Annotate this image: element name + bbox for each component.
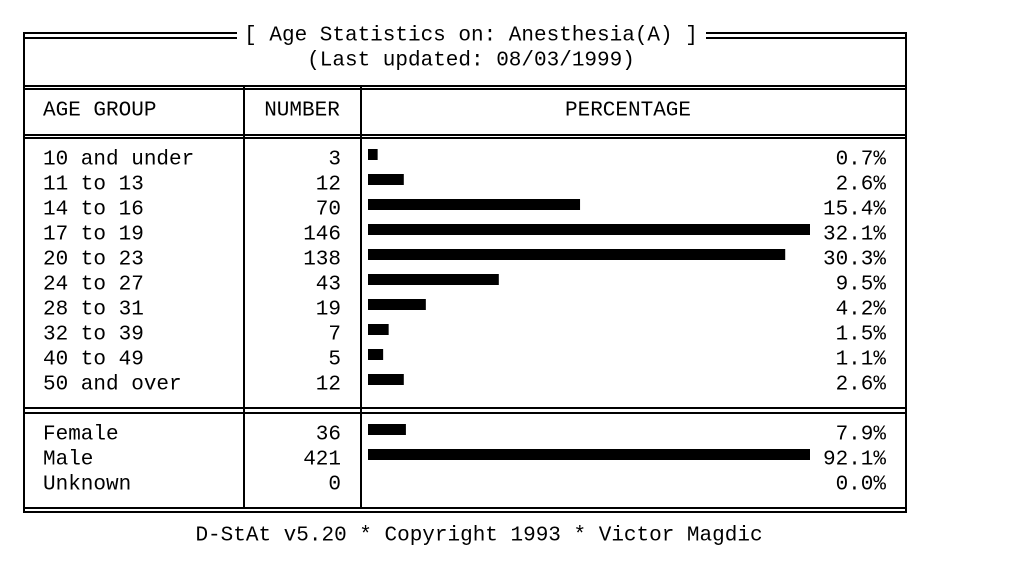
row-label: 40 to 49 [43, 349, 144, 372]
row-percentage: 30.3% [823, 249, 886, 272]
title: [ Age Statistics on: Anesthesia(A) ] [244, 25, 698, 48]
row-label: 28 to 31 [43, 299, 144, 322]
bar [368, 224, 810, 235]
row-number: 138 [303, 249, 341, 272]
row-label: 11 to 13 [43, 174, 144, 197]
row-percentage: 1.1% [836, 349, 887, 372]
row-number: 36 [316, 424, 341, 447]
row-number: 12 [316, 174, 341, 197]
row-percentage: 92.1% [823, 449, 886, 472]
row-percentage: 0.0% [836, 474, 887, 497]
footer: D-StAt v5.20 * Copyright 1993 * Victor M… [195, 525, 762, 548]
bar [368, 149, 378, 160]
row-number: 146 [303, 224, 341, 247]
column-header: AGE GROUP [43, 100, 156, 123]
row-number: 43 [316, 274, 341, 297]
row-percentage: 15.4% [823, 199, 886, 222]
row-percentage: 4.2% [836, 299, 887, 322]
row-percentage: 2.6% [836, 374, 887, 397]
column-header: PERCENTAGE [565, 100, 691, 123]
row-number: 70 [316, 199, 341, 222]
row-label: Female [43, 424, 119, 447]
row-number: 5 [328, 349, 341, 372]
bar [368, 274, 499, 285]
row-label: 14 to 16 [43, 199, 144, 222]
row-percentage: 2.6% [836, 174, 887, 197]
subtitle: (Last updated: 08/03/1999) [307, 50, 635, 73]
row-label: 24 to 27 [43, 274, 144, 297]
bar [368, 324, 389, 335]
bar [368, 374, 404, 385]
bar [368, 349, 384, 360]
row-label: 20 to 23 [43, 249, 144, 272]
row-percentage: 7.9% [836, 424, 887, 447]
bar [368, 449, 810, 460]
row-number: 19 [316, 299, 341, 322]
row-number: 0 [328, 474, 341, 497]
row-label: Male [43, 449, 93, 472]
row-percentage: 32.1% [823, 224, 886, 247]
row-percentage: 0.7% [836, 149, 887, 172]
row-number: 12 [316, 374, 341, 397]
row-label: 32 to 39 [43, 324, 144, 347]
row-label: 17 to 19 [43, 224, 144, 247]
bar [368, 199, 581, 210]
row-label: 50 and over [43, 374, 182, 397]
row-number: 7 [328, 324, 341, 347]
frame [23, 32, 907, 513]
row-label: 10 and under [43, 149, 194, 172]
bar [368, 299, 426, 310]
row-label: Unknown [43, 474, 131, 497]
row-percentage: 1.5% [836, 324, 887, 347]
row-number: 3 [328, 149, 341, 172]
bar [368, 249, 786, 260]
row-number: 421 [303, 449, 341, 472]
bar [368, 174, 404, 185]
column-header: NUMBER [264, 100, 340, 123]
row-percentage: 9.5% [836, 274, 887, 297]
bar [368, 424, 406, 435]
